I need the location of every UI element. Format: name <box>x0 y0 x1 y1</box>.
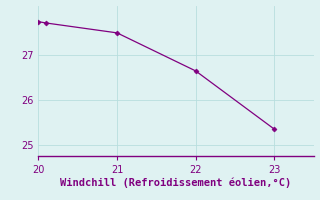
X-axis label: Windchill (Refroidissement éolien,°C): Windchill (Refroidissement éolien,°C) <box>60 178 292 188</box>
